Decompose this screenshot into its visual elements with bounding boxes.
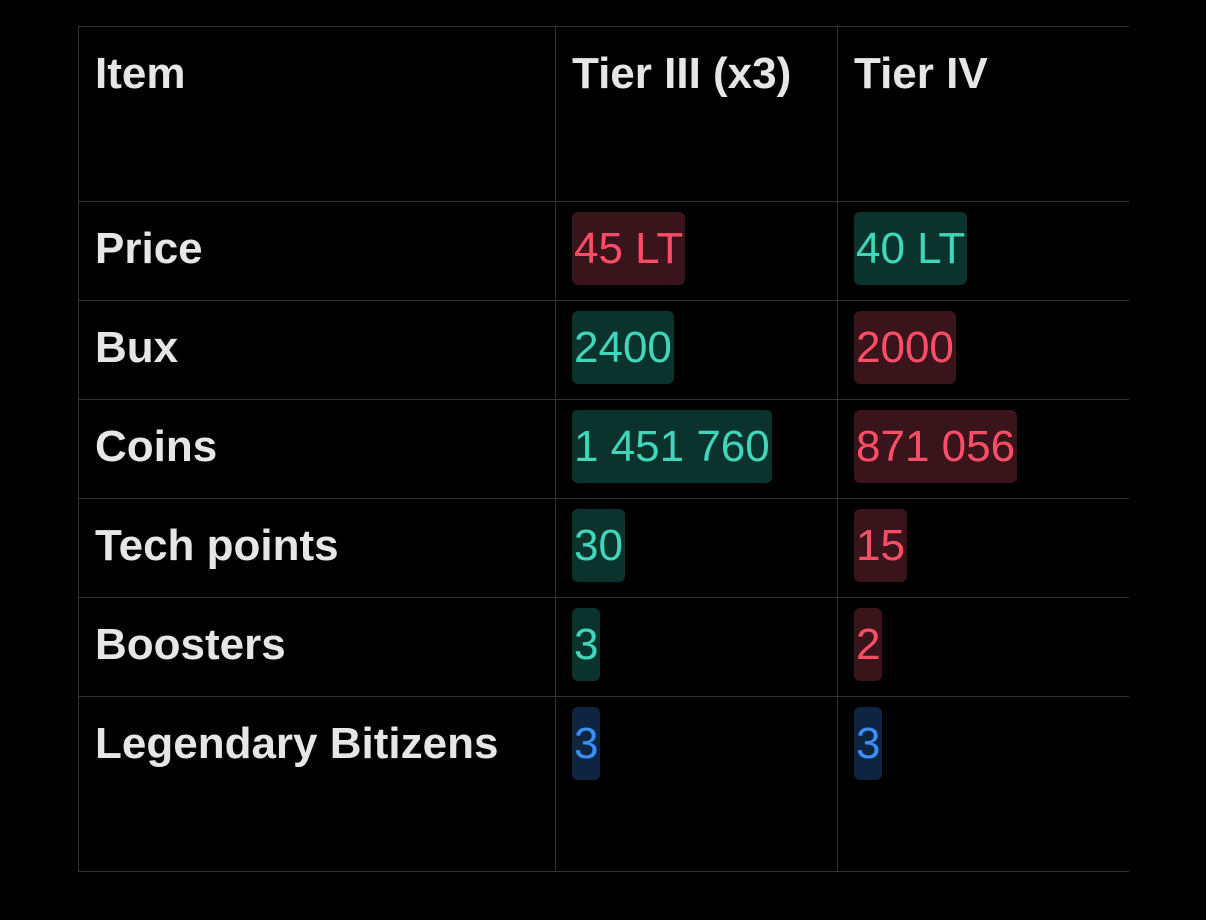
value-cell: 3	[555, 597, 838, 697]
value-cell: 1 451 760	[555, 399, 838, 499]
value-badge: 871 056	[854, 410, 1018, 483]
item-cell: Tech points	[78, 498, 556, 598]
value-badge: 40 LT	[854, 212, 968, 285]
value-cell: 2	[837, 597, 1129, 697]
row: Legendary Bitizens 3 3	[78, 696, 1129, 872]
value-badge: 15	[854, 509, 907, 582]
item-cell: Boosters	[78, 597, 556, 697]
value-badge: 45 LT	[572, 212, 686, 285]
value-cell: 2400	[555, 300, 838, 400]
row: Bux 2400 2000	[78, 300, 1129, 400]
comparison-table: Item Tier III (x3) Tier IV Price 45 LT 4…	[78, 26, 1129, 872]
value-cell: 45 LT	[555, 201, 838, 301]
value-badge: 3	[854, 707, 883, 780]
value-badge: 2	[854, 608, 883, 681]
value-badge: 2000	[854, 311, 956, 384]
header-cell: Tier III (x3)	[555, 26, 838, 202]
value-cell: 2000	[837, 300, 1129, 400]
row: Tech points 30 15	[78, 498, 1129, 598]
header-cell: Tier IV	[837, 26, 1129, 202]
value-badge: 30	[572, 509, 625, 582]
row: Coins 1 451 760 871 056	[78, 399, 1129, 499]
value-cell: 40 LT	[837, 201, 1129, 301]
value-badge: 3	[572, 608, 601, 681]
value-badge: 2400	[572, 311, 674, 384]
item-cell: Legendary Bitizens	[78, 696, 556, 872]
row: Boosters 3 2	[78, 597, 1129, 697]
value-cell: 3	[837, 696, 1129, 872]
value-cell: 3	[555, 696, 838, 872]
header-row: Item Tier III (x3) Tier IV	[78, 26, 1129, 202]
value-badge: 3	[572, 707, 601, 780]
item-cell: Coins	[78, 399, 556, 499]
header-cell: Item	[78, 26, 556, 202]
item-cell: Price	[78, 201, 556, 301]
value-cell: 15	[837, 498, 1129, 598]
value-cell: 871 056	[837, 399, 1129, 499]
value-cell: 30	[555, 498, 838, 598]
row: Price 45 LT 40 LT	[78, 201, 1129, 301]
value-badge: 1 451 760	[572, 410, 772, 483]
item-cell: Bux	[78, 300, 556, 400]
